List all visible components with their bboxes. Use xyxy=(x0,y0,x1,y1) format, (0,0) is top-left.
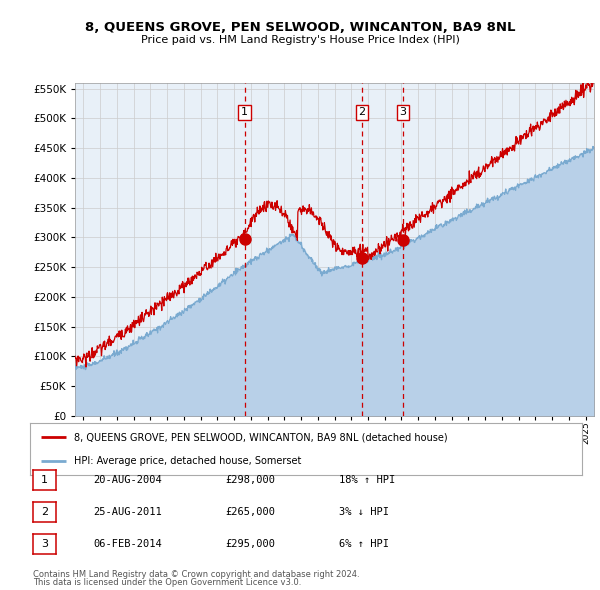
Text: 3% ↓ HPI: 3% ↓ HPI xyxy=(339,507,389,517)
Text: 1: 1 xyxy=(241,107,248,117)
Text: £298,000: £298,000 xyxy=(225,476,275,485)
Text: 6% ↑ HPI: 6% ↑ HPI xyxy=(339,539,389,549)
Text: £265,000: £265,000 xyxy=(225,507,275,517)
Text: HPI: Average price, detached house, Somerset: HPI: Average price, detached house, Some… xyxy=(74,456,302,466)
Text: Contains HM Land Registry data © Crown copyright and database right 2024.: Contains HM Land Registry data © Crown c… xyxy=(33,569,359,579)
Text: 2: 2 xyxy=(358,107,365,117)
Text: 20-AUG-2004: 20-AUG-2004 xyxy=(93,476,162,485)
Text: 3: 3 xyxy=(41,539,48,549)
Text: 1: 1 xyxy=(41,476,48,485)
Text: 8, QUEENS GROVE, PEN SELWOOD, WINCANTON, BA9 8NL: 8, QUEENS GROVE, PEN SELWOOD, WINCANTON,… xyxy=(85,21,515,34)
Text: 2: 2 xyxy=(41,507,48,517)
Text: This data is licensed under the Open Government Licence v3.0.: This data is licensed under the Open Gov… xyxy=(33,578,301,588)
Text: 18% ↑ HPI: 18% ↑ HPI xyxy=(339,476,395,485)
Text: Price paid vs. HM Land Registry's House Price Index (HPI): Price paid vs. HM Land Registry's House … xyxy=(140,35,460,45)
Text: 06-FEB-2014: 06-FEB-2014 xyxy=(93,539,162,549)
Text: 25-AUG-2011: 25-AUG-2011 xyxy=(93,507,162,517)
Text: 3: 3 xyxy=(400,107,406,117)
Text: 8, QUEENS GROVE, PEN SELWOOD, WINCANTON, BA9 8NL (detached house): 8, QUEENS GROVE, PEN SELWOOD, WINCANTON,… xyxy=(74,432,448,442)
Text: £295,000: £295,000 xyxy=(225,539,275,549)
